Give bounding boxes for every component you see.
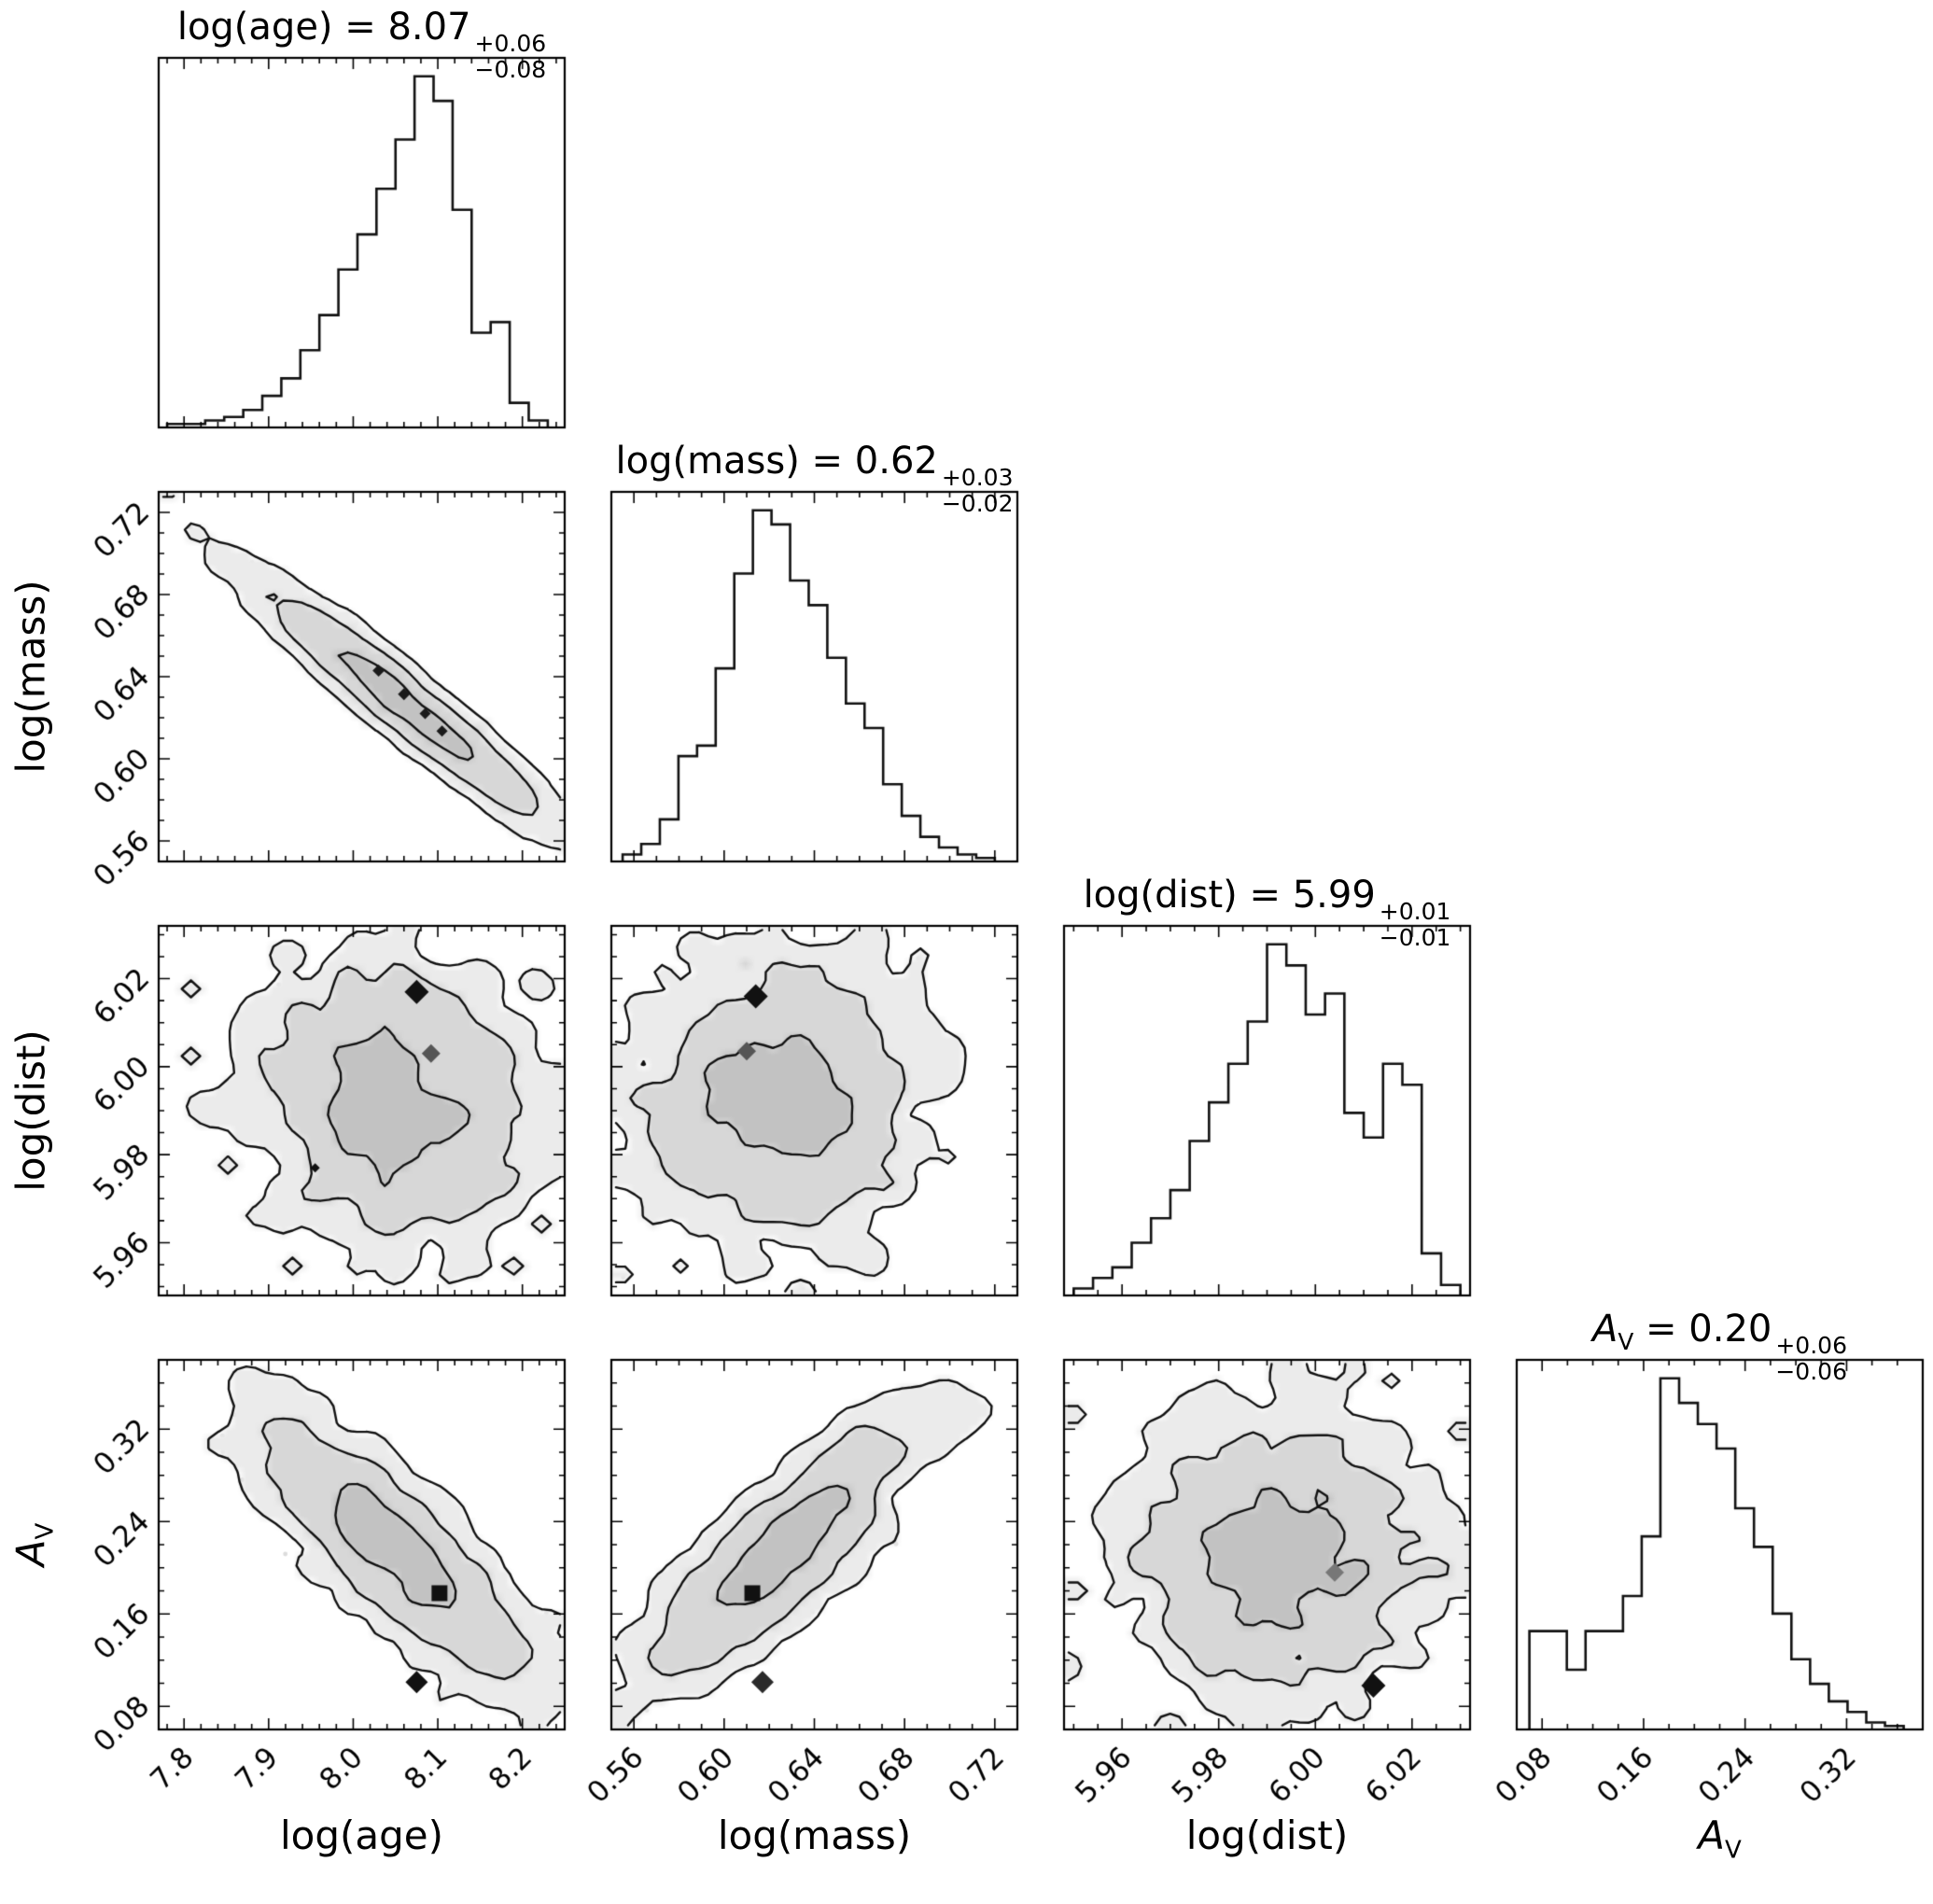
axis-label-text: log(mass) [717,1813,912,1858]
x-axis-label-log-mass: log(mass) [611,1813,1017,1864]
title-value: log(age) = 8.07 [176,6,471,49]
title-errors: +0.01 −0.01 [1380,899,1451,951]
title-err-minus: −0.02 [941,490,1014,517]
title-errors: +0.06 −0.06 [1775,1333,1847,1385]
title-value: = 0.20 [1633,1308,1772,1351]
x-axis-label-log-dist: log(dist) [1064,1813,1470,1864]
title-err-plus: +0.03 [941,464,1014,491]
axis-label-text: log(dist) [7,1029,54,1192]
axis-label-italic: A [1698,1813,1725,1858]
panel-title-log-age: log(age) = 8.07 +0.06 −0.08 [159,6,565,83]
axis-label-italic: A [7,1539,54,1567]
title-err-minus: −0.08 [474,56,547,83]
axis-label-sub: V [1724,1836,1742,1865]
panel-title-log-dist: log(dist) = 5.99 +0.01 −0.01 [1064,874,1470,951]
y-axis-label-log-mass: log(mass) [7,580,59,773]
title-errors: +0.03 −0.02 [942,465,1014,517]
x-axis-label-log-age: log(age) [159,1813,565,1864]
title-err-plus: +0.06 [474,30,547,57]
panel-title-log-mass: log(mass) = 0.62 +0.03 −0.02 [611,440,1017,517]
title-value: log(dist) = 5.99 [1083,874,1376,917]
axis-label-sub: V [31,1522,60,1540]
y-axis-label-log-dist: log(dist) [7,1029,59,1191]
title-value: log(mass) = 0.62 [615,440,938,483]
x-axis-label-av: AV [1517,1813,1923,1864]
title-err-plus: +0.06 [1775,1332,1847,1359]
title-errors: +0.06 −0.08 [475,31,547,83]
title-err-minus: −0.06 [1775,1358,1847,1385]
panel-title-av: AV = 0.20 +0.06 −0.06 [1517,1308,1923,1385]
title-italic-sub: V [1618,1328,1634,1355]
axis-label-text: log(age) [279,1813,444,1858]
title-italic: A [1592,1308,1618,1351]
title-err-minus: −0.01 [1379,924,1451,951]
title-err-plus: +0.01 [1379,898,1451,925]
axis-label-text: log(mass) [7,580,54,774]
y-axis-label-av: AV [7,1523,59,1567]
axis-label-text: log(dist) [1185,1813,1349,1858]
